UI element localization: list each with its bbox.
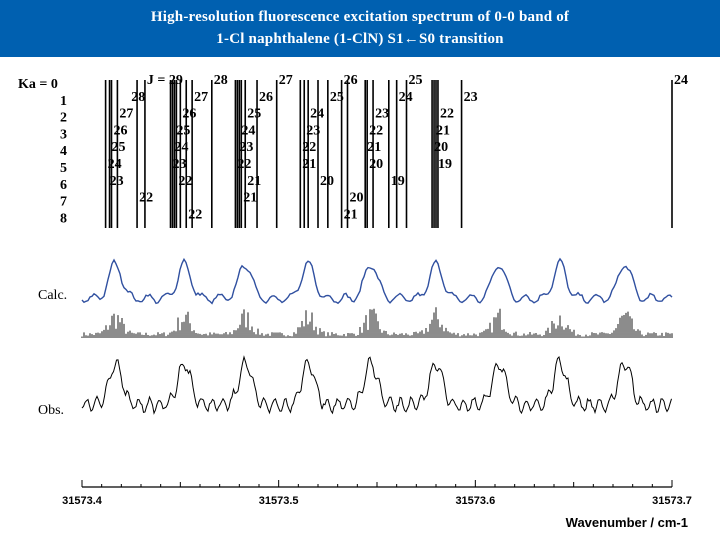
assignment-label: 24	[399, 90, 413, 105]
assignment-label: 24	[241, 123, 255, 138]
calc-stick-spectrum	[81, 307, 673, 338]
assignment-label: 21	[302, 157, 316, 172]
assignment-label: 22	[369, 123, 383, 138]
assignment-label: J = 29	[147, 73, 183, 88]
assignment-label: 27	[119, 107, 133, 122]
assignment-label: 26	[259, 90, 273, 105]
assignment-label: 24	[674, 73, 688, 88]
title-banner: High-resolution fluorescence excitation …	[0, 0, 720, 57]
ka-row-label: 6	[60, 178, 67, 193]
assignment-label: 22	[302, 140, 316, 155]
x-tick-label: 31573.7	[652, 495, 692, 507]
assignment-label: 22	[237, 157, 251, 172]
assignment-label: 22	[139, 191, 153, 206]
ka-row-label: 8	[60, 211, 67, 226]
assignment-label: 23	[173, 157, 187, 172]
ka-row-label: 7	[60, 195, 67, 210]
assignment-label: 26	[344, 73, 358, 88]
assignment-label: 25	[330, 90, 344, 105]
ka-row-label: 2	[60, 111, 67, 126]
assignment-label: 21	[247, 174, 261, 189]
x-axis: 31573.4 31573.5 31573.6 31573.7 Wavenumber /…	[62, 480, 692, 530]
ka-row-label: 3	[60, 127, 67, 142]
chart-title-line2-text: 1-Cl naphthalene (1-ClN) S1←S0 transitio…	[216, 31, 504, 47]
assignment-label: 28	[214, 73, 228, 88]
assignment-label: 19	[391, 174, 405, 189]
x-axis-label: Wavenumber / cm-1	[566, 515, 688, 530]
calc-spectrum	[81, 257, 673, 338]
assignment-label: 21	[243, 191, 257, 206]
chart-title-line2: 1-Cl naphthalene (1-ClN) S1←S0 transitio…	[0, 28, 720, 50]
assignment-label: 20	[434, 140, 448, 155]
obs-line	[81, 355, 672, 415]
assignment-label: 28	[131, 90, 145, 105]
assignment-label: 23	[375, 107, 389, 122]
chart-title-line1: High-resolution fluorescence excitation …	[150, 9, 570, 25]
calc-label: Calc.	[38, 288, 67, 303]
assignment-label: 25	[112, 140, 126, 155]
ka-axis-label: Ka = 0	[18, 77, 58, 92]
assignment-label: 23	[239, 140, 253, 155]
x-tick-label: 31573.6	[455, 495, 495, 507]
assignment-sticks	[104, 80, 673, 228]
assignment-label: 22	[188, 207, 202, 222]
obs-spectrum	[81, 355, 672, 415]
x-tick-label: 31573.5	[259, 495, 299, 507]
ka-row-label: 4	[60, 144, 67, 159]
assignment-label: 26	[182, 107, 196, 122]
ka-row-label: 5	[60, 161, 67, 176]
assignment-label: 24	[310, 107, 324, 122]
assignment-label: 22	[178, 174, 192, 189]
ka-row-label: 1	[60, 94, 67, 109]
assignment-label: 25	[247, 107, 261, 122]
assignment-label: 23	[306, 123, 320, 138]
assignment-label: 25	[409, 73, 423, 88]
assignment-label: 21	[436, 123, 450, 138]
assignment-label: 23	[464, 90, 478, 105]
assignment-label: 21	[367, 140, 381, 155]
x-tick-label: 31573.4	[62, 495, 103, 507]
calc-envelope-line	[81, 257, 673, 305]
assignment-label: 25	[176, 123, 190, 138]
assignment-label: 19	[438, 157, 452, 172]
assignment-label: 26	[114, 123, 128, 138]
assignment-label: 22	[440, 107, 454, 122]
assignment-label: 24	[174, 140, 188, 155]
assignment-label: 20	[320, 174, 334, 189]
assignment-label: 27	[279, 73, 293, 88]
assignment-label: 23	[110, 174, 124, 189]
assignment-label: 20	[369, 157, 383, 172]
assignment-label: 27	[194, 90, 208, 105]
obs-label: Obs.	[38, 403, 64, 418]
assignment-label: 21	[344, 207, 358, 222]
trace-labels: Calc. Obs.	[38, 288, 67, 418]
assignment-label: 24	[108, 157, 122, 172]
assignment-label: 20	[350, 191, 364, 206]
